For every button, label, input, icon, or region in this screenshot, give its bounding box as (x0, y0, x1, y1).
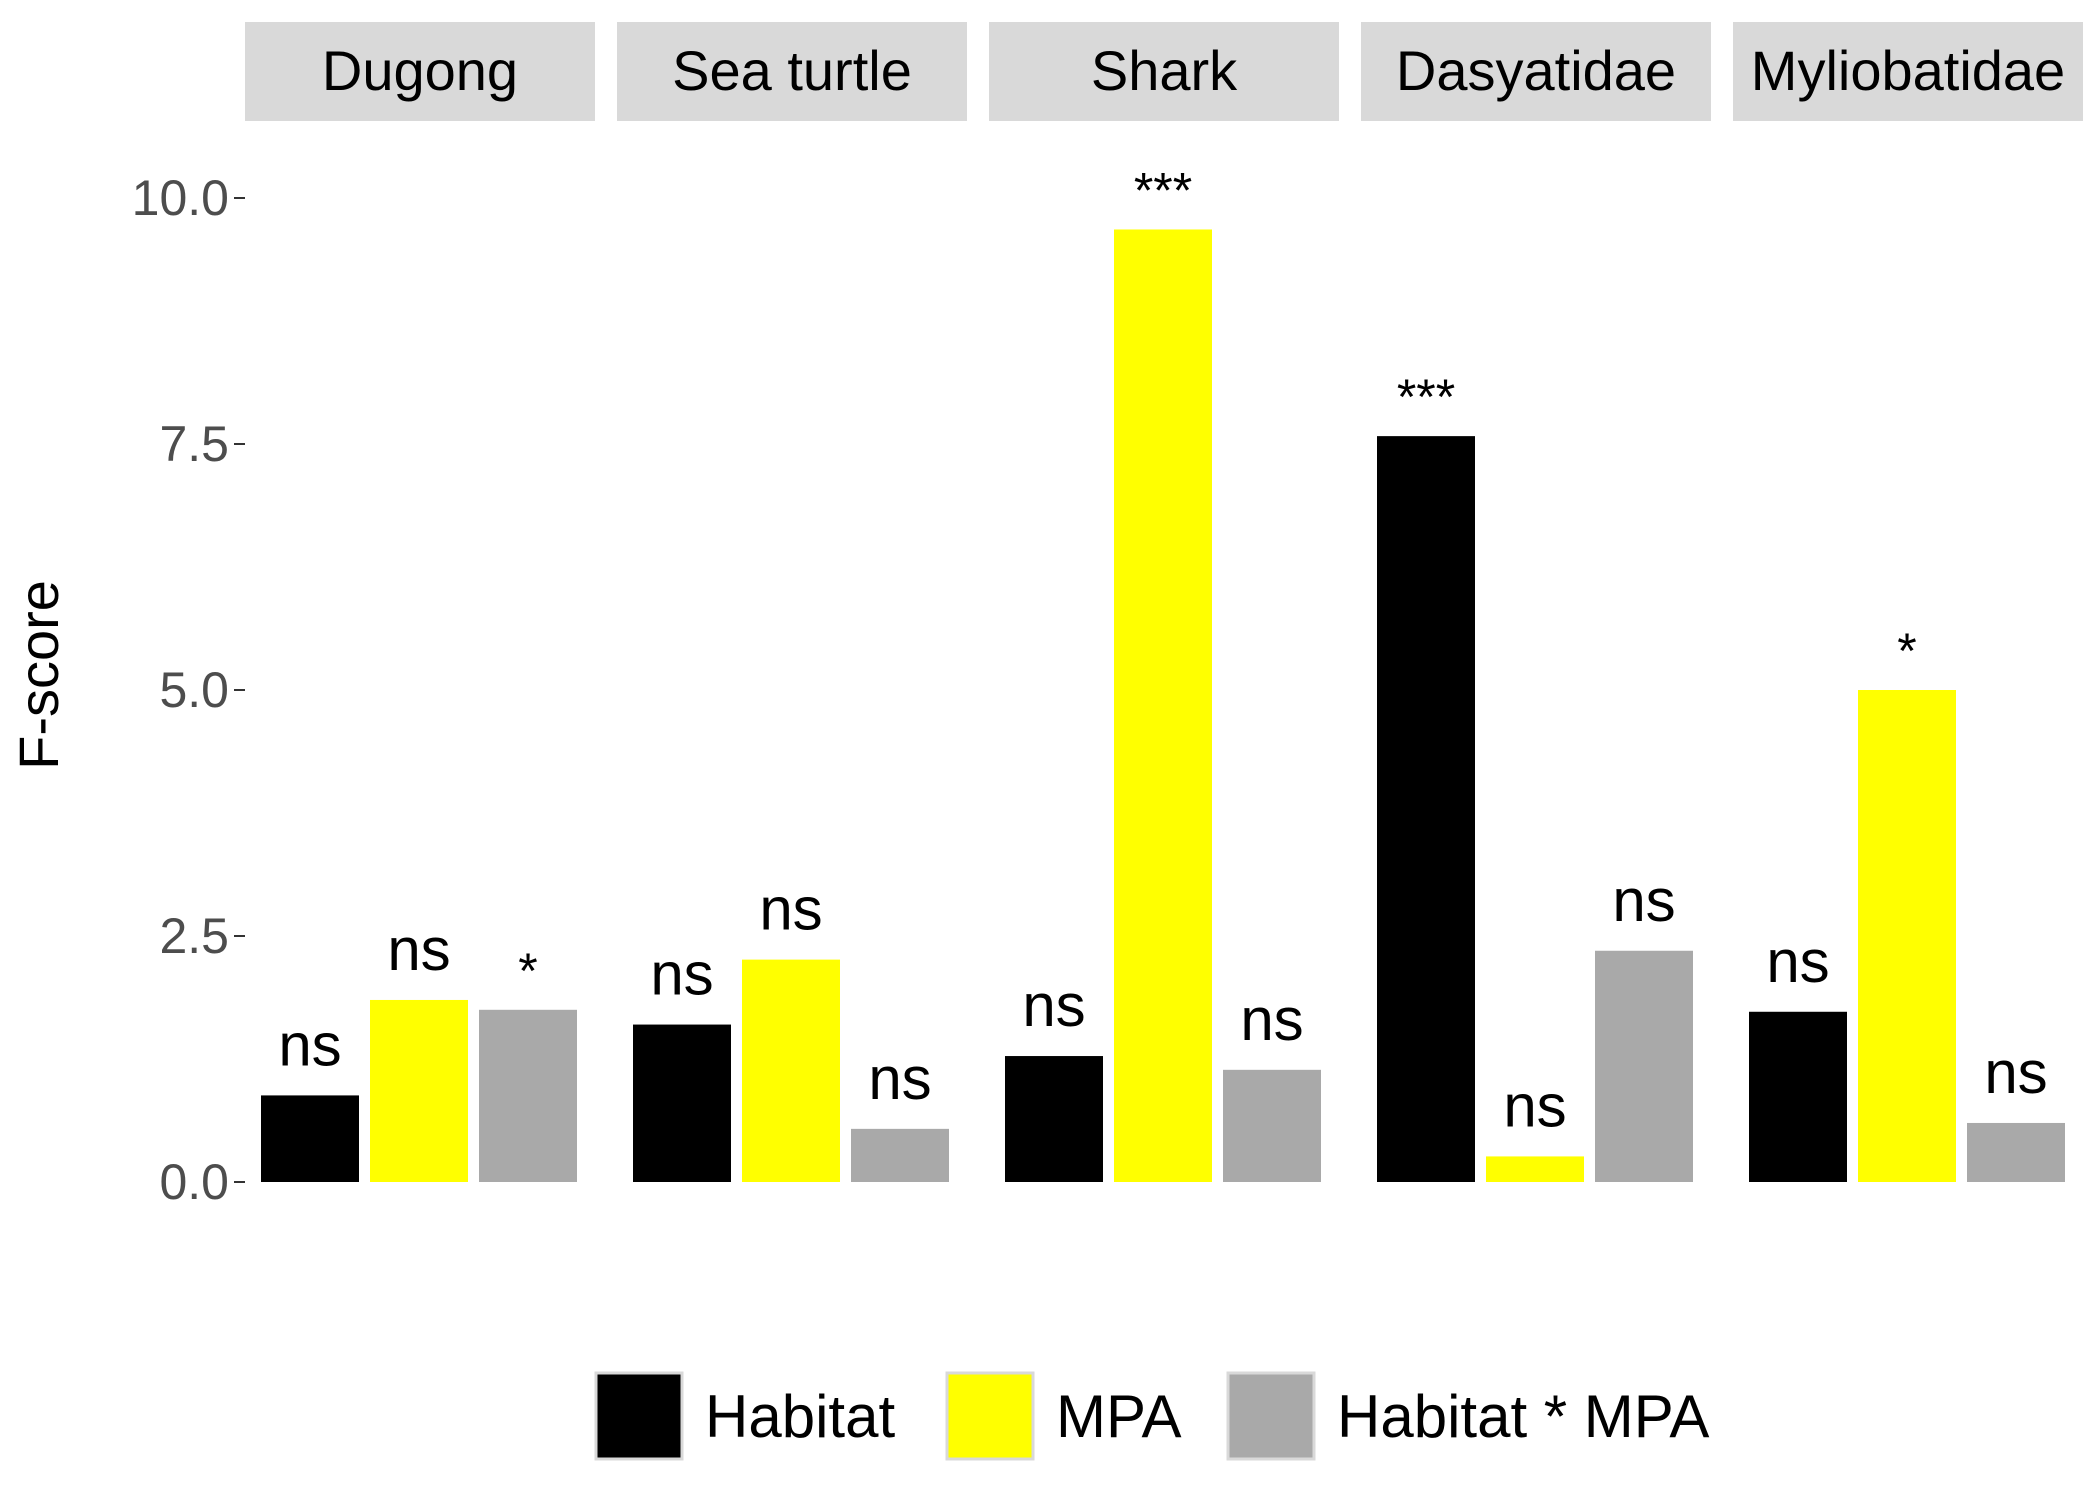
facet-strip-myliobatidae (1733, 22, 2083, 121)
facet-strip-label: Dugong (322, 39, 518, 102)
bar-significance-label: ns (868, 1045, 931, 1112)
bar-significance-label: ns (650, 941, 713, 1008)
legend: Habitat MPA Habitat * MPA (594, 1371, 1709, 1461)
bar-myliobatidae-mpa (1858, 690, 1956, 1182)
facet-strips: Dugong Sea turtle Shark Dasyatidae Myliobati… (245, 22, 2083, 121)
y-tick-label: 7.5 (159, 416, 229, 472)
bar-significance-label: *** (1397, 369, 1455, 425)
y-tick-label: 10.0 (132, 170, 229, 226)
bar-sea-turtle-mpa (742, 959, 840, 1182)
y-tick-label: 0.0 (159, 1154, 229, 1210)
legend-key-mpa (945, 1371, 1035, 1461)
bar-significance-label: * (518, 943, 537, 999)
facet-strip-label: Dasyatidae (1396, 39, 1676, 102)
bar-dasyatidae-habitat-mpa (1595, 950, 1693, 1182)
bar-shark-habitat (1005, 1056, 1103, 1182)
facet-strip-label: Shark (1091, 39, 1238, 102)
bar-myliobatidae-habitat (1749, 1011, 1847, 1182)
bar-dugong-habitat (261, 1095, 359, 1182)
bars (261, 229, 2065, 1182)
facet-strip-dasyatidae (1361, 22, 1711, 121)
bar-dasyatidae-mpa (1486, 1156, 1584, 1182)
bar-significance-label: ns (1612, 867, 1675, 934)
facet-strip-dugong (245, 22, 595, 121)
bar-significance-label: ns (1503, 1072, 1566, 1139)
bar-myliobatidae-habitat-mpa (1967, 1122, 2065, 1182)
bar-significance-label: *** (1134, 162, 1192, 218)
bar-sea-turtle-habitat (633, 1024, 731, 1182)
bar-dugong-habitat-mpa (479, 1009, 577, 1182)
y-axis-title: F-score (7, 580, 70, 770)
facet-strip-label: Myliobatidae (1751, 39, 2065, 102)
legend-label: Habitat (705, 1383, 895, 1450)
bar-significance-label: ns (1022, 972, 1085, 1039)
y-tick-label: 2.5 (159, 908, 229, 964)
bar-shark-mpa (1114, 229, 1212, 1182)
legend-key-habitat-mpa (1226, 1371, 1316, 1461)
bar-sea-turtle-habitat-mpa (851, 1128, 949, 1182)
bar-significance-label: ns (1766, 928, 1829, 995)
bar-dugong-mpa (370, 999, 468, 1182)
y-tick-label: 5.0 (159, 662, 229, 718)
bar-significance-label: ns (278, 1011, 341, 1078)
bar-dasyatidae-habitat (1377, 436, 1475, 1182)
bar-significance-label: ns (759, 876, 822, 943)
facet-strip-shark (989, 22, 1339, 121)
legend-key-habitat (594, 1371, 684, 1461)
bar-significance-label: ns (1984, 1039, 2047, 1106)
bar-shark-habitat-mpa (1223, 1069, 1321, 1182)
y-axis: 0.0 2.5 5.0 7.5 10.0 (132, 170, 245, 1210)
bar-significance-label: ns (387, 916, 450, 983)
bar-significance-label: ns (1240, 986, 1303, 1053)
legend-label: Habitat * MPA (1337, 1383, 1709, 1450)
facet-strip-sea-turtle (617, 22, 967, 121)
legend-label: MPA (1056, 1383, 1182, 1450)
bar-significance-label: * (1897, 623, 1916, 679)
facet-strip-label: Sea turtle (672, 39, 912, 102)
